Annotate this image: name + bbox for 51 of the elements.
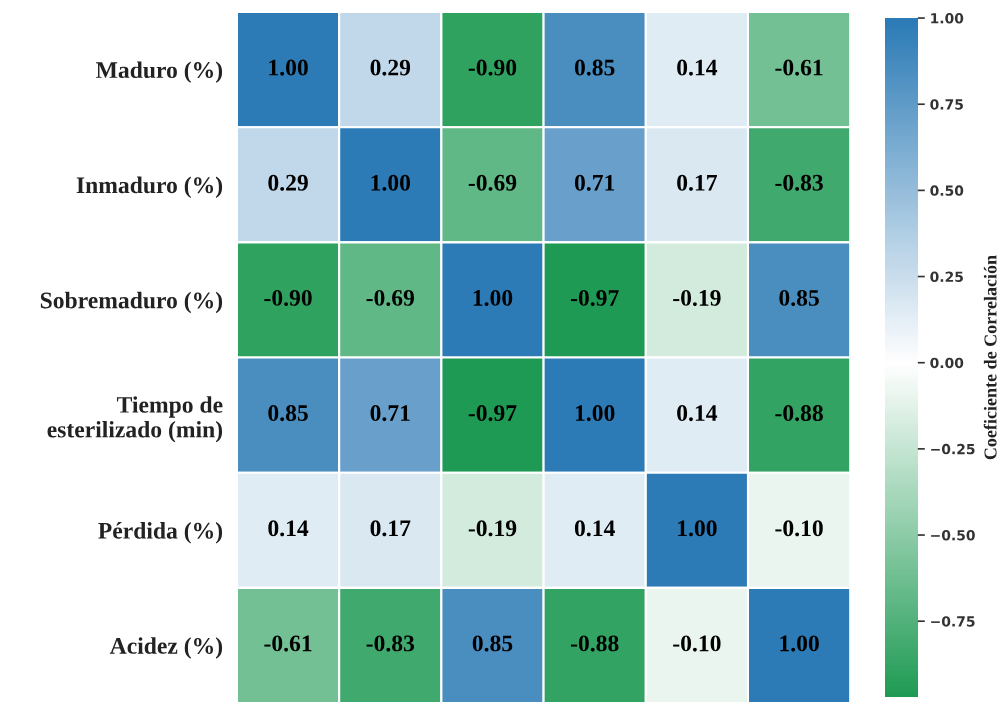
y-tick-label: Maduro (%)	[96, 61, 223, 83]
data-label: 1.00	[780, 635, 819, 652]
data-label: -0.97	[468, 405, 517, 422]
color-bar-label: −0.75	[931, 616, 975, 627]
color-bar-label: 0.50	[930, 185, 964, 196]
data-label: 1.00	[678, 520, 717, 537]
color-bar-label: 0.75	[930, 99, 963, 110]
color-bar-label: 0.25	[930, 271, 963, 283]
y-tick-label: Pérdida (%)	[98, 522, 223, 544]
data-label: -0.90	[468, 59, 517, 76]
data-label: 0.85	[472, 635, 513, 652]
data-label: -0.83	[775, 174, 823, 191]
data-label: -0.61	[264, 635, 312, 652]
data-label: 1.00	[575, 405, 615, 422]
data-label: 0.29	[370, 59, 411, 76]
data-label: -0.19	[468, 520, 517, 537]
data-label: 0.14	[574, 520, 615, 537]
data-label: -0.97	[570, 289, 619, 306]
data-label: 1.00	[269, 59, 308, 76]
color-bar-label: 0.00	[930, 357, 964, 369]
data-label: -0.83	[366, 635, 415, 652]
y-tick-label: Tiempo de esterilizado (min)	[47, 396, 223, 443]
data-label: -0.19	[673, 289, 721, 306]
data-label: 0.17	[677, 174, 717, 191]
color-bar-label: −0.50	[931, 530, 975, 541]
data-label: 0.14	[677, 59, 718, 76]
y-tick-label: Sobremaduro (%)	[40, 291, 223, 314]
data-label: -0.90	[264, 289, 312, 306]
data-label: 1.00	[473, 289, 513, 306]
data-label: 0.85	[574, 59, 615, 76]
data-label: -0.61	[775, 59, 823, 76]
data-label: 0.71	[370, 405, 410, 422]
data-label: -0.69	[366, 289, 415, 306]
y-tick-label: Inmaduro (%)	[76, 176, 223, 199]
data-label: 0.14	[268, 520, 309, 537]
data-label: 0.85	[268, 405, 308, 422]
color-bar-label: −0.25	[931, 443, 975, 455]
data-label: 1.00	[371, 174, 411, 191]
data-label: 0.29	[268, 174, 308, 191]
data-label: -0.10	[775, 520, 823, 537]
data-label: 0.85	[779, 289, 819, 306]
color-bar-title: Coeficiente de Correlación	[983, 255, 997, 460]
data-label: 0.17	[370, 520, 411, 537]
y-tick-label: Acidez (%)	[109, 637, 223, 659]
data-label: -0.88	[775, 405, 823, 422]
color-bar-label: 1.00	[931, 13, 964, 24]
data-label: -0.88	[570, 635, 619, 652]
data-label: 0.71	[574, 174, 615, 191]
data-label: -0.10	[673, 635, 721, 652]
data-label: 0.14	[677, 405, 718, 422]
data-label: -0.69	[468, 174, 517, 191]
